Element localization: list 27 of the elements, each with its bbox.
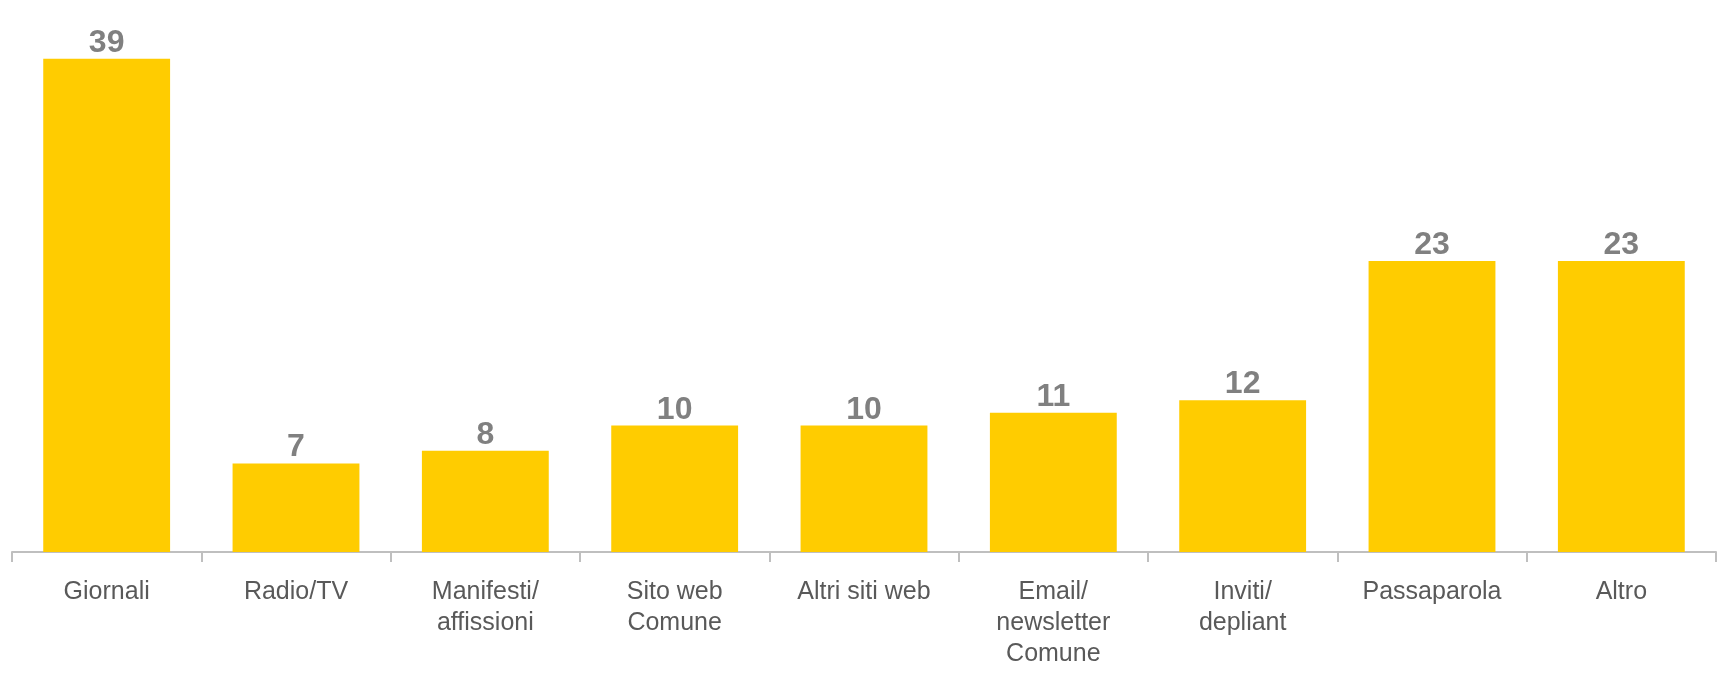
data-label: 11 <box>1036 376 1071 413</box>
data-label: 10 <box>656 389 693 426</box>
data-label: 23 <box>1603 225 1640 262</box>
data-label: 39 <box>88 22 125 59</box>
bar <box>611 425 739 552</box>
bar <box>1557 261 1685 552</box>
x-tick-label: Manifesti/ affissioni <box>431 575 539 635</box>
x-tick-label: Radio/TV <box>243 575 349 604</box>
bar <box>1368 261 1496 552</box>
x-tick-label: Altri siti web <box>797 575 931 604</box>
bar <box>800 425 928 552</box>
bar <box>232 463 360 552</box>
data-label: 7 <box>287 427 305 464</box>
x-tick-label: Sito web Comune <box>626 575 723 635</box>
x-tick-label: Email/ newsletter Comune <box>996 575 1111 666</box>
bar <box>989 412 1117 552</box>
x-tick-label: Inviti/ depliant <box>1198 575 1287 635</box>
data-label: 8 <box>476 414 495 451</box>
x-tick-label: Giornali <box>63 575 150 604</box>
x-tick-label: Passaparola <box>1362 575 1502 604</box>
bar <box>421 450 549 552</box>
data-label: 10 <box>846 389 882 426</box>
bar <box>1179 400 1307 552</box>
data-label: 12 <box>1224 364 1261 401</box>
data-label: 23 <box>1414 225 1450 262</box>
x-tick-label: Altro <box>1595 575 1648 604</box>
bar <box>43 58 171 552</box>
